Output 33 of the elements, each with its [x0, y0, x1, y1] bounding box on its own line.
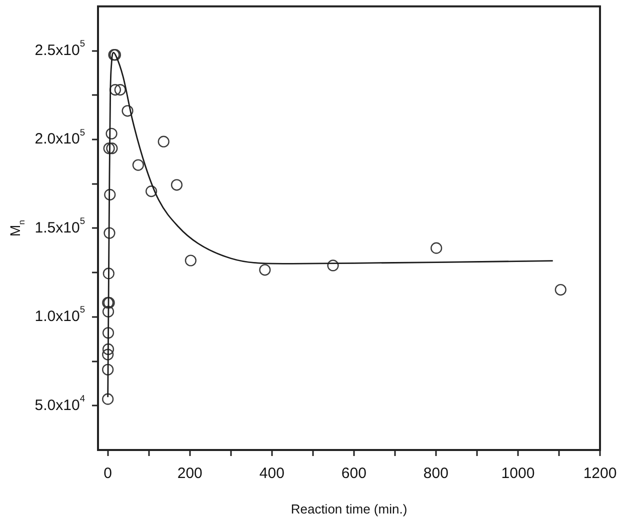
- point: [104, 227, 116, 239]
- point: [158, 136, 170, 148]
- point: [102, 364, 114, 376]
- x-axis-title: Reaction time (min.): [290, 502, 408, 517]
- point: [102, 306, 114, 318]
- point: [554, 284, 566, 296]
- x-tick-label: 800: [423, 465, 448, 482]
- point: [146, 185, 158, 198]
- point: [122, 105, 134, 117]
- x-tick-label: 1200: [583, 465, 617, 482]
- y-axis-title: Mn: [6, 220, 27, 236]
- x-tick-label: 1000: [501, 465, 535, 482]
- point: [106, 142, 118, 154]
- point: [102, 348, 114, 360]
- x-tick-label: 200: [177, 465, 202, 482]
- point: [109, 84, 122, 96]
- point: [132, 159, 144, 171]
- point: [102, 268, 114, 280]
- x-tick-label: 600: [341, 465, 366, 482]
- point: [170, 179, 183, 191]
- point: [102, 343, 114, 356]
- point: [184, 254, 196, 266]
- point: [259, 264, 271, 276]
- point: [430, 242, 442, 254]
- point: [102, 393, 114, 405]
- point: [104, 188, 116, 200]
- point: [102, 327, 114, 339]
- x-tick-label: 400: [259, 465, 284, 482]
- x-tick-label: 0: [104, 465, 112, 482]
- point: [114, 84, 126, 96]
- point: [327, 260, 339, 272]
- point: [106, 128, 118, 140]
- point: [103, 142, 115, 154]
